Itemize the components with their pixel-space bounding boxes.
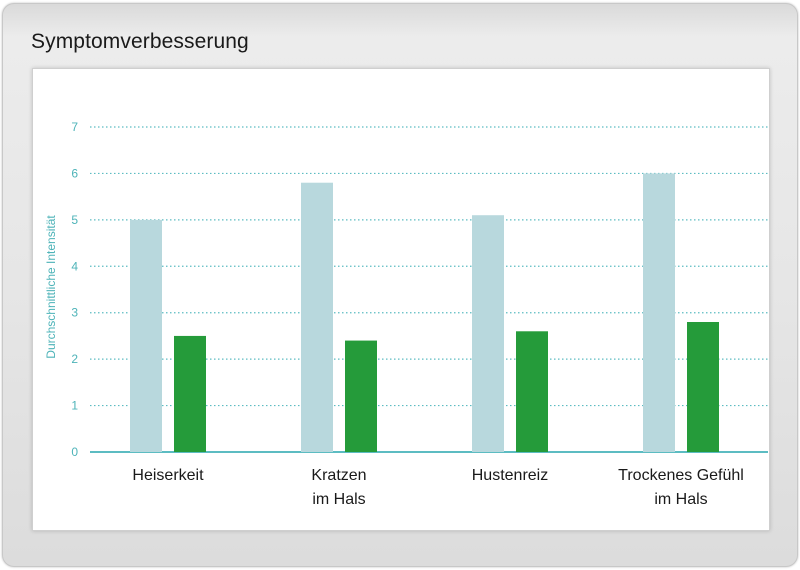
chart-title: Symptomverbesserung [31,30,249,53]
category-label: Heiserkeit [132,467,204,484]
category-label: im Hals [312,491,365,508]
y-tick-label: 3 [71,306,78,320]
bar-series-1 [472,215,504,452]
category-label: Trockenes Gefühl [618,467,744,484]
bar-series-2 [516,331,548,452]
bar-series-2 [174,335,206,452]
bar-series-2 [687,322,719,452]
category-label: Hustenreiz [472,467,548,484]
y-tick-label: 5 [71,213,78,227]
bar-series-2 [345,340,377,452]
category-label: im Hals [654,491,707,508]
bar-series-1 [301,182,333,452]
y-tick-label: 4 [71,259,78,273]
y-tick-label: 7 [71,120,78,134]
y-tick-label: 1 [71,399,78,413]
category-label: Kratzen [311,467,366,484]
y-axis-label: Durchschnittliche Intensität [44,215,58,359]
y-tick-label: 2 [71,352,78,366]
bar-series-1 [130,219,162,452]
y-tick-label: 6 [71,166,78,180]
y-tick-label: 0 [71,445,78,459]
bar-series-1 [643,173,675,452]
